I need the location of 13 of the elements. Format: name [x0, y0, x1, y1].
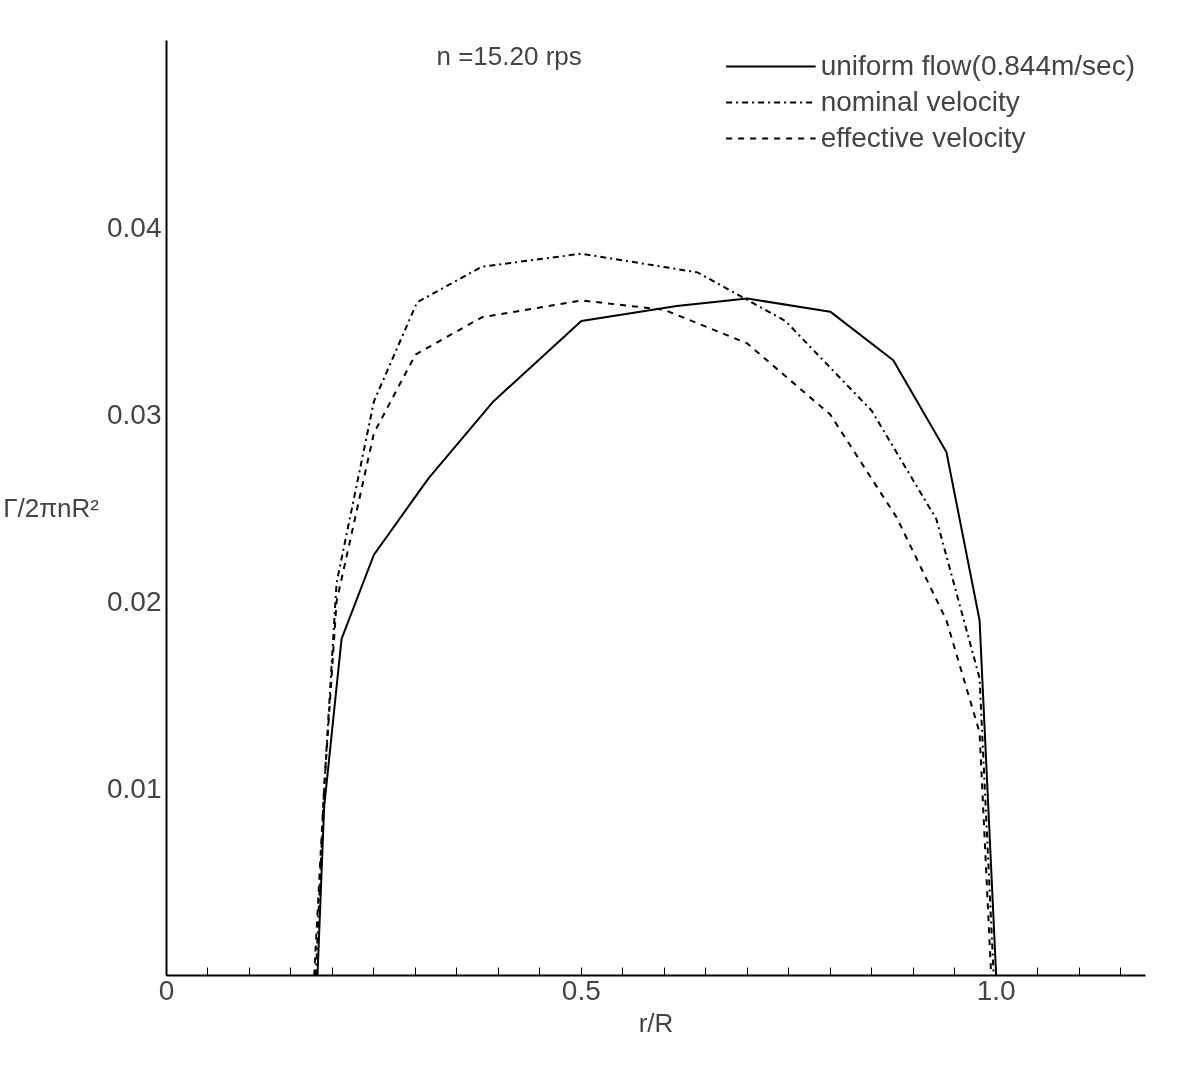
y-tick-label: 0.03 — [107, 399, 162, 430]
x-tick-label: 0.5 — [561, 974, 601, 1006]
x-tick-label: 1.0 — [976, 974, 1016, 1006]
legend-label: effective velocity — [820, 122, 1026, 154]
legend-label: nominal velocity — [820, 86, 1020, 118]
legend-label: uniform flow(0.844m/sec) — [820, 50, 1135, 82]
y-tick-label: 0.01 — [107, 773, 162, 804]
y-tick-label: 0.04 — [107, 212, 162, 243]
y-axis-title: Γ/2πnR² — [3, 493, 100, 523]
x-axis-title: r/R — [638, 1007, 674, 1038]
y-tick-label: 0.02 — [107, 586, 162, 617]
x-tick-label: 0 — [158, 974, 175, 1006]
annotation: n =15.20 rps — [436, 40, 582, 71]
